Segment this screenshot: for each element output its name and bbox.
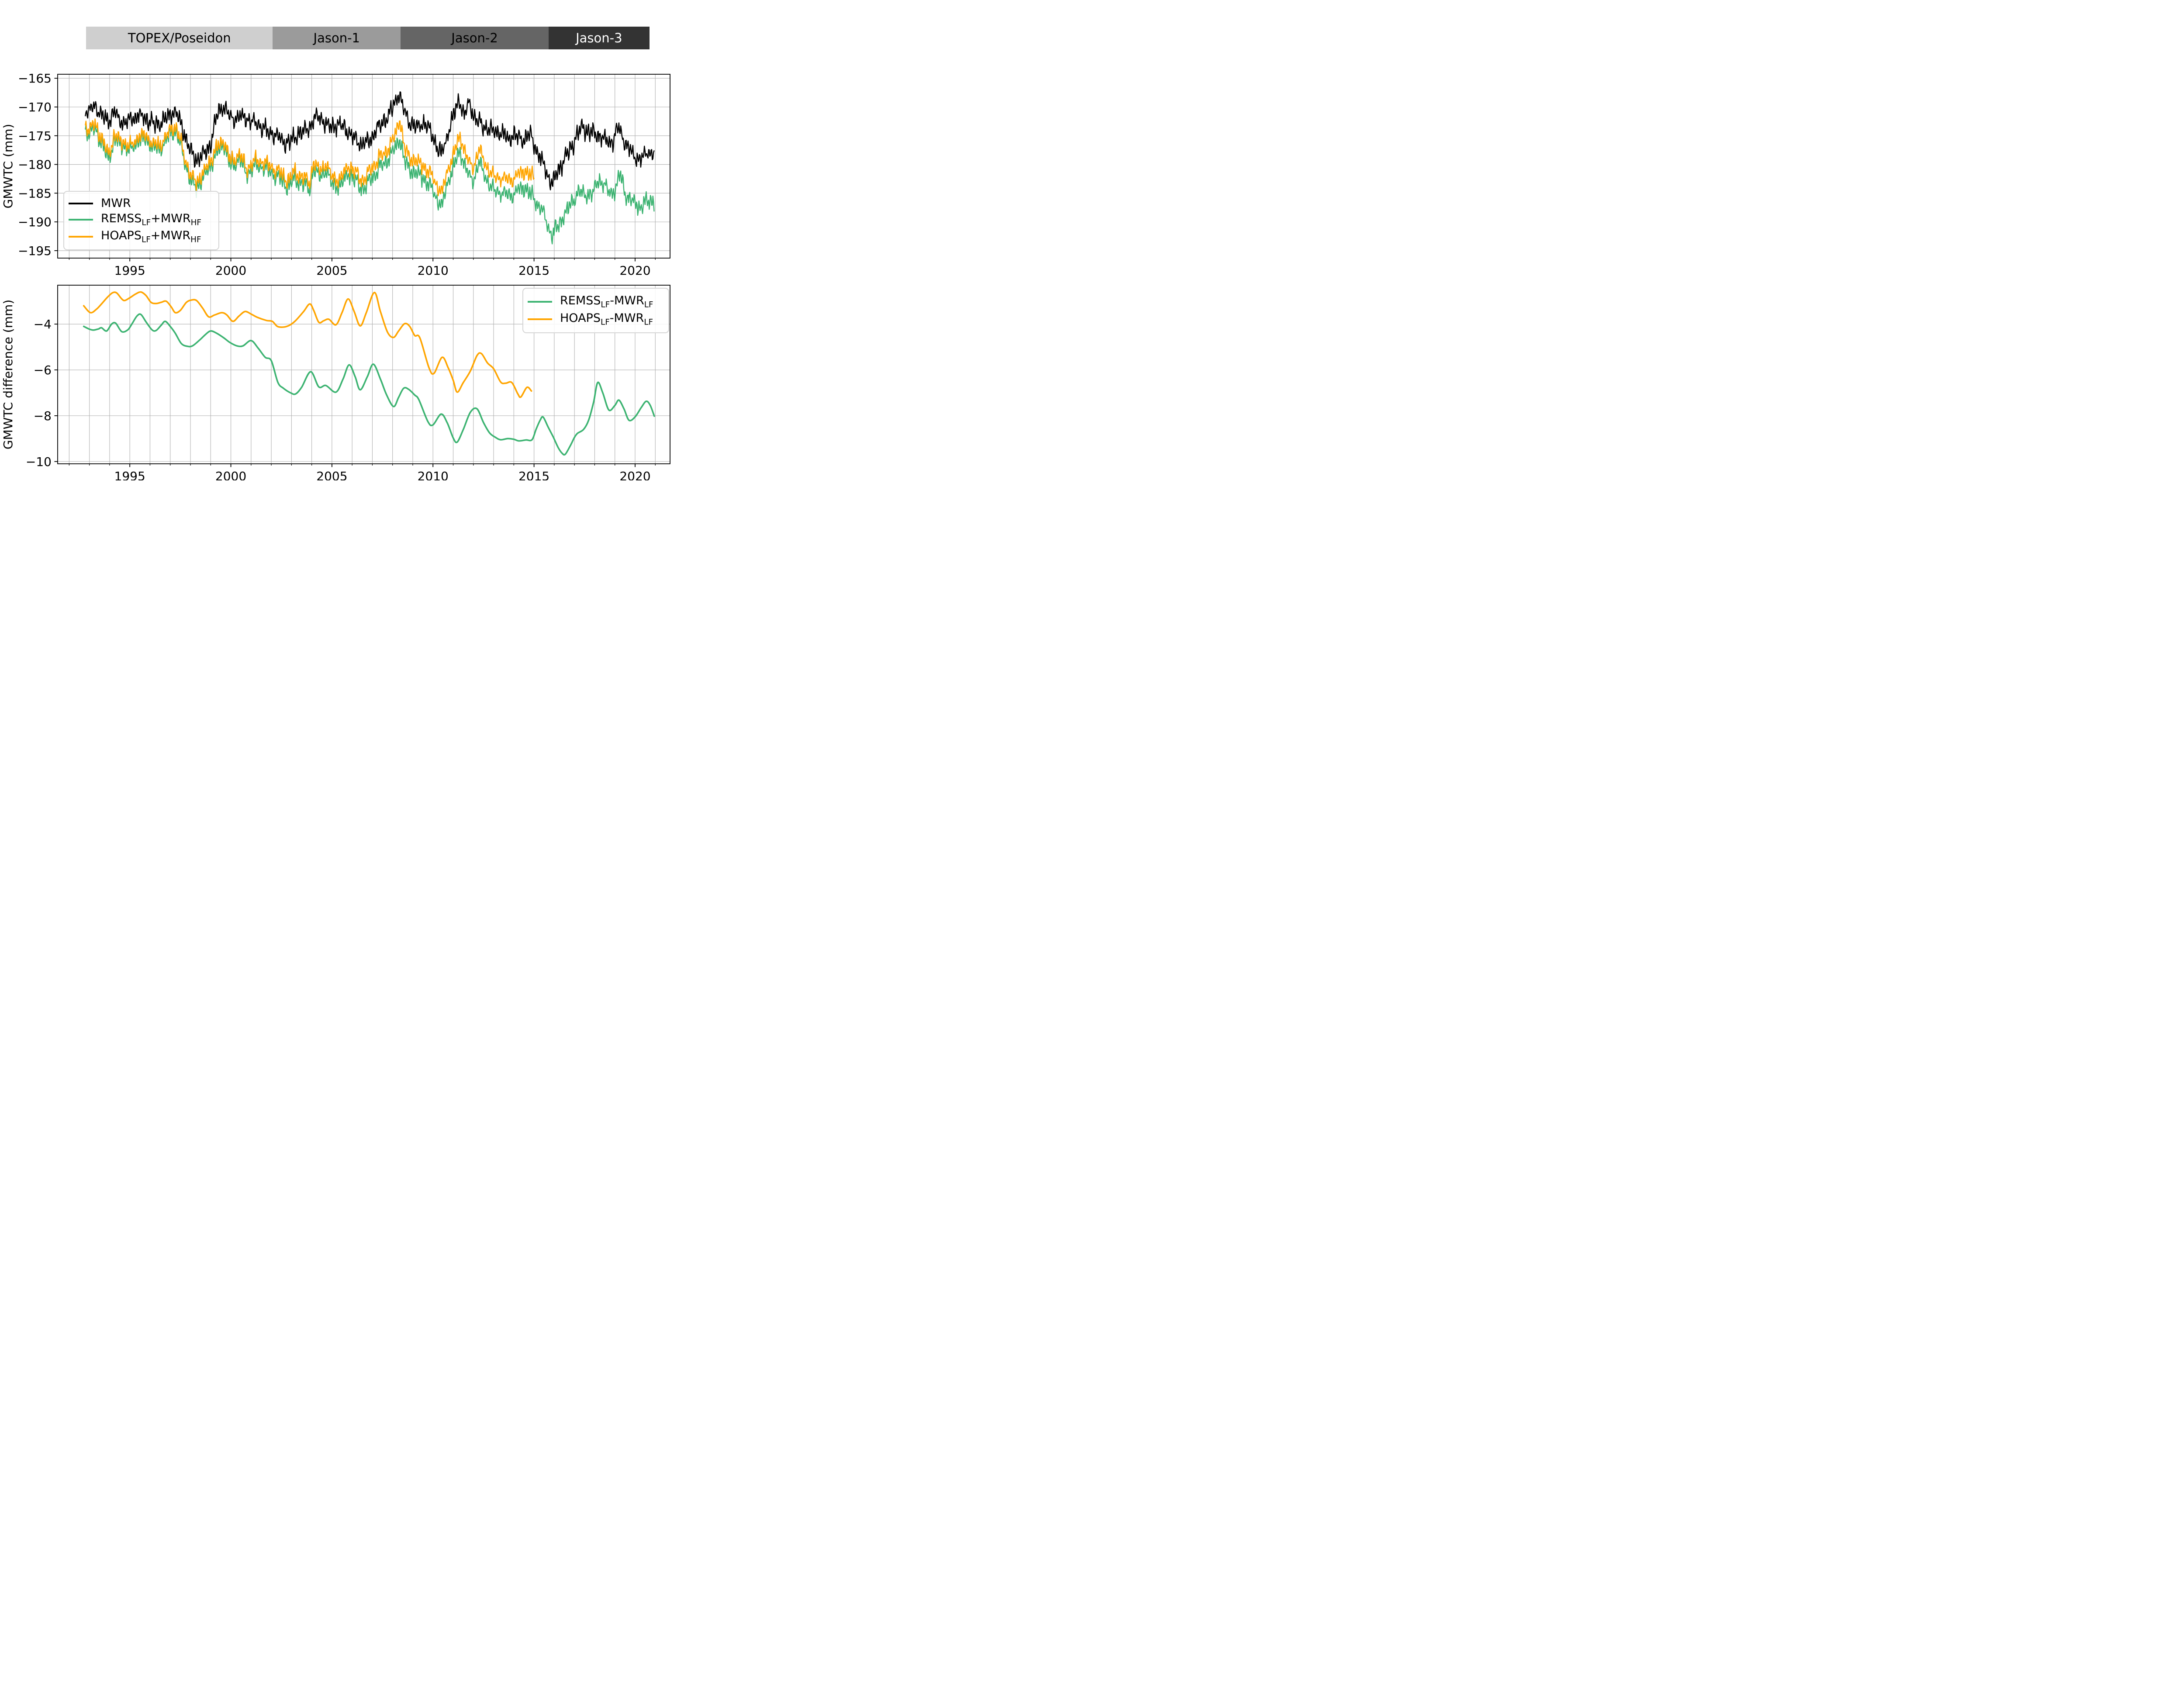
- legend-line-swatch: [69, 218, 93, 221]
- x-tick-label: 2020: [619, 263, 650, 278]
- x-tick-label: 2010: [418, 469, 449, 480]
- y-tick-label: −6: [34, 363, 52, 377]
- legend-label-subscript: LF: [141, 235, 151, 245]
- legend-label-subscript: HF: [190, 217, 201, 227]
- legend-label-subscript: HF: [190, 235, 201, 245]
- legend-item-remss-lf-mwr-hf: REMSSLF+MWRHF: [69, 211, 214, 227]
- y-tick-label: −170: [18, 100, 52, 114]
- y-tick-label: −10: [26, 455, 52, 469]
- legend-label: HOAPSLF-MWRLF: [560, 311, 653, 327]
- axes-spines: [57, 285, 670, 464]
- mission-segment-label: Jason-2: [451, 31, 498, 45]
- legend-label-subscript: LF: [142, 217, 151, 227]
- x-tick-label: 2020: [619, 469, 650, 480]
- legend-label: REMSSLF-MWRLF: [560, 293, 653, 309]
- x-tick-label: 2000: [215, 263, 246, 278]
- legend-top-panel: MWR REMSSLF+MWRHF HOAPSLF+MWRHF: [63, 191, 219, 250]
- y-axis-label: GMWTC difference (mm): [1, 300, 15, 449]
- series-hoaps-lf-mwr-hf: [85, 118, 535, 197]
- y-axis-label: GMWTC (mm): [1, 124, 15, 209]
- x-tick-label: 2010: [418, 263, 449, 278]
- mission-segment-label: Jason-1: [313, 31, 360, 45]
- legend-label-subscript: LF: [644, 317, 653, 327]
- series-remss-lf-mwr-lf: [83, 313, 655, 456]
- mission-segment-label: Jason-3: [576, 31, 622, 45]
- legend-item-hoaps-lf-mwr-hf: HOAPSLF+MWRHF: [69, 228, 214, 245]
- y-tick-label: −185: [18, 186, 52, 200]
- legend-label-subscript: LF: [600, 317, 610, 327]
- series-remss-lf-mwr-hf: [85, 122, 655, 245]
- legend-label: MWR: [101, 196, 131, 210]
- legend-line-swatch: [69, 236, 93, 238]
- y-tick-label: −180: [18, 158, 52, 172]
- legend-label-subscript: LF: [601, 300, 610, 309]
- x-tick-label: 2005: [316, 469, 347, 480]
- mission-segment-jason-1: Jason-1: [273, 27, 401, 49]
- series-hoaps-lf-mwr-lf: [83, 291, 532, 398]
- mission-segment-topex-poseidon: TOPEX/Poseidon: [86, 27, 273, 49]
- legend-line-swatch: [69, 202, 93, 204]
- legend-bottom-panel: REMSSLF-MWRLF HOAPSLF-MWRLF: [522, 288, 669, 333]
- y-tick-label: −190: [18, 215, 52, 229]
- series-mwr: [85, 91, 655, 190]
- y-tick-label: −4: [34, 317, 52, 331]
- legend-label: HOAPSLF+MWRHF: [101, 228, 201, 245]
- axes-spines: [57, 74, 670, 259]
- mission-segment-label: TOPEX/Poseidon: [128, 31, 231, 45]
- x-tick-label: 1995: [114, 469, 145, 480]
- x-tick-label: 1995: [114, 263, 145, 278]
- y-tick-label: −175: [18, 129, 52, 143]
- legend-line-swatch: [528, 318, 552, 321]
- x-tick-label: 2005: [316, 263, 347, 278]
- x-tick-label: 2000: [215, 469, 246, 480]
- chart-canvas: 1995 2000 2005 2010 2015 2020 −165 −170 −175 −180…: [1, 71, 670, 480]
- x-tick-label: 2015: [518, 263, 549, 278]
- legend-item-remss-lf-mwr-lf: REMSSLF-MWRLF: [528, 293, 664, 309]
- legend-label-subscript: LF: [644, 300, 653, 309]
- y-tick-label: −165: [18, 71, 52, 86]
- y-tick-label: −8: [34, 409, 52, 423]
- x-tick-label: 2015: [518, 469, 549, 480]
- y-tick-label: −195: [18, 244, 52, 258]
- legend-line-swatch: [528, 300, 552, 303]
- mission-segment-jason-2: Jason-2: [401, 27, 549, 49]
- legend-item-hoaps-lf-mwr-lf: HOAPSLF-MWRLF: [528, 312, 664, 327]
- mission-segment-jason-3: Jason-3: [548, 27, 650, 49]
- figure: TOPEX/Poseidon Jason-1 Jason-2 Jason-3 1995…: [0, 0, 673, 480]
- legend-item-mwr: MWR: [69, 197, 214, 210]
- legend-label: REMSSLF+MWRHF: [101, 211, 201, 227]
